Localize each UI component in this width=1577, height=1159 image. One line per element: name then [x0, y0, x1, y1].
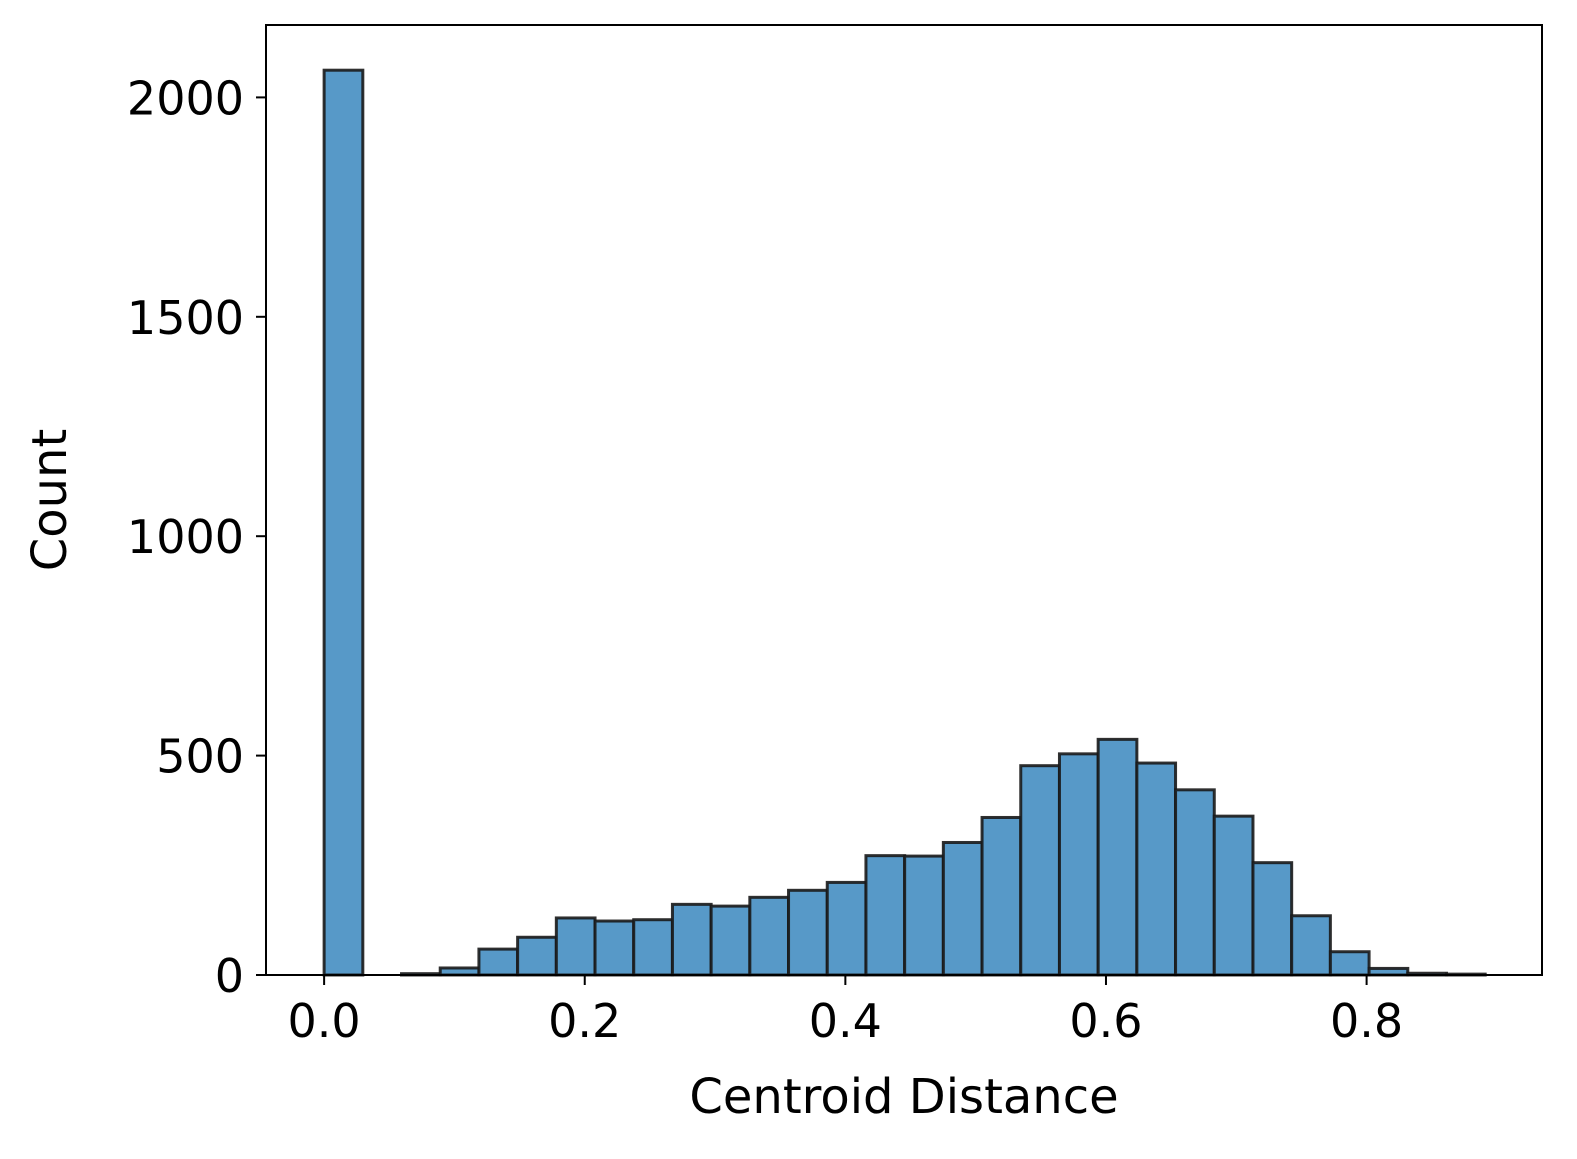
- y-tick-label: 1500: [127, 291, 244, 345]
- histogram-bar: [554, 916, 597, 977]
- histogram-bar: [438, 966, 481, 977]
- histogram-bar: [632, 918, 674, 977]
- histogram-bar: [1174, 788, 1216, 977]
- histogram-bar: [1019, 764, 1061, 977]
- histogram-bars: [322, 68, 1487, 977]
- x-axis-ticks: 0.0 0.2 0.4 0.6 0.8: [288, 975, 1403, 1048]
- y-tick-label: 0: [215, 949, 244, 1003]
- x-tick-label: 0.8: [1330, 994, 1403, 1048]
- histogram-bar: [593, 919, 636, 977]
- histogram-bar: [709, 904, 752, 977]
- x-tick-label: 0.6: [1069, 994, 1142, 1048]
- histogram-bar: [1212, 814, 1255, 977]
- x-tick-label: 0.2: [548, 994, 621, 1048]
- histogram-bar: [1135, 761, 1178, 977]
- histogram-bar: [1290, 914, 1332, 977]
- histogram-bar: [941, 840, 984, 977]
- y-axis-label: Count: [22, 429, 78, 572]
- histogram-bar: [1057, 752, 1100, 977]
- y-axis-ticks: 0 500 1000 1500 2000: [127, 71, 266, 1003]
- histogram-bar: [787, 888, 829, 977]
- histogram-bar: [825, 880, 868, 977]
- histogram-bar: [516, 935, 558, 977]
- histogram-bar: [903, 854, 945, 977]
- x-axis-label: Centroid Distance: [689, 1069, 1118, 1125]
- plot-frame: [265, 24, 1543, 976]
- histogram-bar: [980, 815, 1023, 977]
- histogram-bar: [864, 854, 907, 977]
- x-tick-label: 0.4: [809, 994, 882, 1048]
- x-tick-label: 0.0: [288, 994, 361, 1048]
- histogram-bar: [1251, 861, 1294, 977]
- histogram-bar: [322, 68, 365, 977]
- histogram-bar: [748, 895, 791, 977]
- y-tick-label: 1000: [127, 510, 244, 564]
- histogram-bar: [1096, 737, 1139, 977]
- histogram-bar: [477, 947, 520, 977]
- histogram-bar: [1328, 950, 1371, 977]
- y-tick-label: 2000: [127, 71, 244, 125]
- y-tick-label: 500: [156, 730, 244, 784]
- histogram-bar: [670, 902, 713, 977]
